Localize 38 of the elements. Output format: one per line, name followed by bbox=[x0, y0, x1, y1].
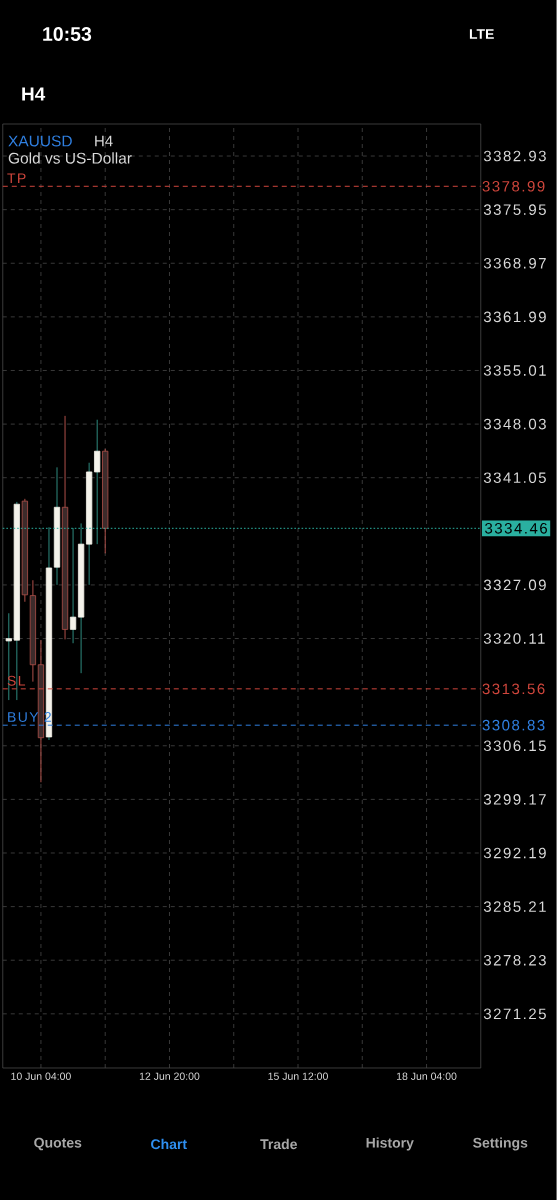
y-tick-label: 3306.15 bbox=[483, 740, 546, 752]
text: 3313.56 bbox=[482, 683, 545, 695]
annotation: H4 bbox=[95, 135, 113, 147]
y-tick-label: 3361.99 bbox=[483, 311, 546, 323]
text: 3378.99 bbox=[482, 180, 545, 192]
text: Settings bbox=[473, 1137, 528, 1151]
y-tick-label: 3320.11 bbox=[483, 633, 545, 644]
text: H4 bbox=[22, 87, 46, 101]
text: 3308.83 bbox=[482, 719, 545, 731]
text: Gold vs US-Dollar bbox=[8, 152, 132, 164]
y-tick-label: 3368.97 bbox=[483, 257, 546, 269]
ref-line-label: SL bbox=[7, 675, 26, 686]
text: LTE bbox=[470, 29, 494, 39]
candlestick bbox=[70, 527, 77, 644]
text: Chart bbox=[151, 1138, 187, 1150]
text: 10:53 bbox=[43, 27, 92, 41]
y-tick-label: 3355.01 bbox=[483, 365, 546, 376]
y-tick-label: 3299.17 bbox=[483, 794, 546, 805]
x-tick-label: 10 Jun 04:00 bbox=[11, 1072, 71, 1080]
y-tick-label: 3271.25 bbox=[483, 1008, 546, 1020]
y-tick-label: 3382.93 bbox=[483, 150, 546, 162]
x-tick-label: 18 Jun 04:00 bbox=[397, 1072, 457, 1080]
candlestick bbox=[94, 419, 101, 545]
y-tick-label: 3375.95 bbox=[483, 204, 546, 215]
text: History bbox=[366, 1137, 414, 1151]
text: Quotes bbox=[34, 1137, 82, 1151]
text: Trade bbox=[260, 1138, 298, 1150]
y-tick-label: 3278.23 bbox=[483, 954, 546, 966]
text: XAUUSD bbox=[8, 135, 72, 147]
x-tick-label: 12 Jun 20:00 bbox=[140, 1072, 200, 1080]
y-tick-label: 3292.19 bbox=[483, 847, 546, 859]
y-tick-label: 3285.21 bbox=[483, 901, 546, 912]
text: 3334.46 bbox=[485, 523, 548, 534]
y-tick-label: 3341.05 bbox=[483, 472, 546, 484]
x-tick-label: 15 Jun 12:00 bbox=[268, 1072, 329, 1080]
y-tick-label: 3348.03 bbox=[483, 418, 546, 430]
y-tick-label: 3327.09 bbox=[483, 579, 546, 591]
ref-line-label: TP bbox=[7, 173, 26, 184]
